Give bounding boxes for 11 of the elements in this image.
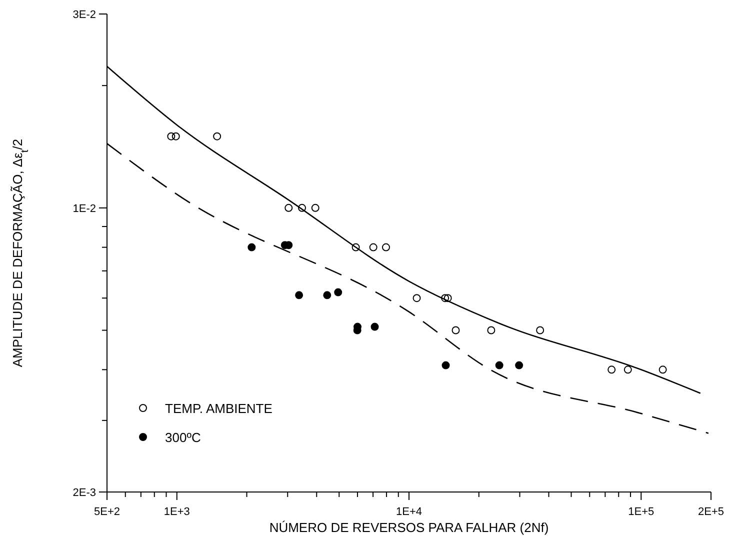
x-axis-title: NÚMERO DE REVERSOS PARA FALHAR (2Nf) — [269, 520, 549, 535]
x-tick-label: 1E+3 — [164, 506, 190, 518]
y-tick-label: 1E-2 — [72, 202, 96, 215]
y-tick-label: 2E-3 — [72, 487, 96, 499]
x-tick-label: 1E+4 — [396, 506, 422, 518]
y-tick-label: 3E-2 — [72, 9, 96, 21]
x-tick-label: 5E+2 — [94, 506, 120, 518]
x-tick-label: 1E+5 — [628, 506, 654, 518]
legend-label: 300ºC — [165, 430, 201, 445]
x-tick-label: 2E+5 — [698, 506, 724, 518]
legend-label: TEMP. AMBIENTE — [165, 401, 273, 416]
